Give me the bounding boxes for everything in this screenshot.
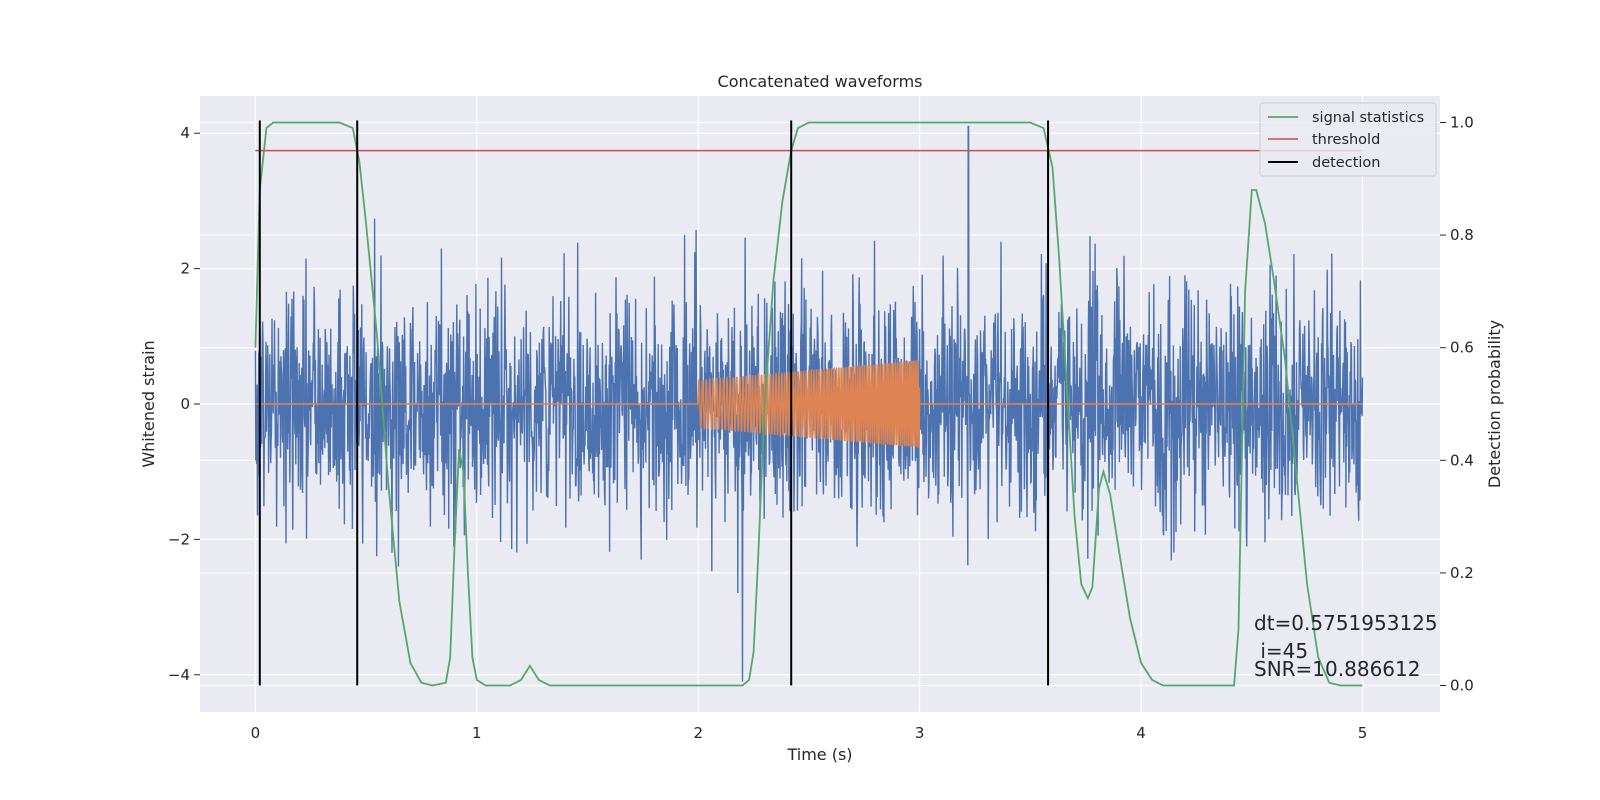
grid — [200, 96, 1440, 712]
legend-label-threshold: threshold — [1312, 132, 1380, 148]
annotation-snr: SNR=10.886612 — [1254, 657, 1420, 681]
annotation-dt: dt=0.5751953125 — [1254, 611, 1438, 635]
x-tick-label-3: 3 — [915, 724, 925, 742]
y-left-tick-label-2: 0 — [180, 395, 190, 413]
y-axis-label-right: Detection probability — [1485, 320, 1504, 488]
y-left-tick-label-4: 4 — [180, 124, 190, 142]
legend-box — [1259, 102, 1437, 177]
y-right-tick-label-4: 0.8 — [1450, 226, 1474, 244]
chirp-series-line — [255, 360, 1363, 448]
signal-statistics-line — [254, 121, 1363, 687]
legend-label-signal-statistics: signal statistics — [1312, 110, 1424, 126]
detection-lines — [258, 120, 1050, 686]
x-tick-label-1: 1 — [472, 724, 482, 742]
x-tick-label-4: 4 — [1136, 724, 1146, 742]
y-right-tick-label-0: 0.0 — [1450, 677, 1474, 695]
y-left-tick-label-1: −2 — [168, 530, 190, 548]
annotation-index: i=45 — [1254, 639, 1308, 663]
y-left-tick-label-0: −4 — [168, 666, 190, 684]
y-left-tick-label-3: 2 — [180, 260, 190, 278]
series-layer — [254, 120, 1364, 687]
legend: signal statistics threshold detection — [1259, 102, 1437, 177]
x-tick-label-5: 5 — [1358, 724, 1368, 742]
chart-title: Concatenated waveforms — [718, 72, 923, 91]
x-tick-label-2: 2 — [693, 724, 703, 742]
x-axis-ticks: 0 1 2 3 4 5 — [251, 724, 1368, 742]
y-right-tick-label-5: 1.0 — [1450, 113, 1474, 131]
y-axis-label-left: Whitened strain — [139, 340, 158, 467]
y-right-tick-label-1: 0.2 — [1450, 564, 1474, 582]
y-right-tick-label-2: 0.4 — [1450, 451, 1474, 469]
y-right-tick-label-3: 0.6 — [1450, 339, 1474, 357]
legend-label-detection: detection — [1312, 155, 1380, 171]
x-tick-label-0: 0 — [251, 724, 261, 742]
right-axis-ticks: 0.0 0.2 0.4 0.6 0.8 1.0 — [1440, 113, 1474, 695]
x-axis-label: Time (s) — [786, 745, 852, 764]
left-axis-ticks: −4 −2 0 2 4 — [168, 124, 200, 684]
